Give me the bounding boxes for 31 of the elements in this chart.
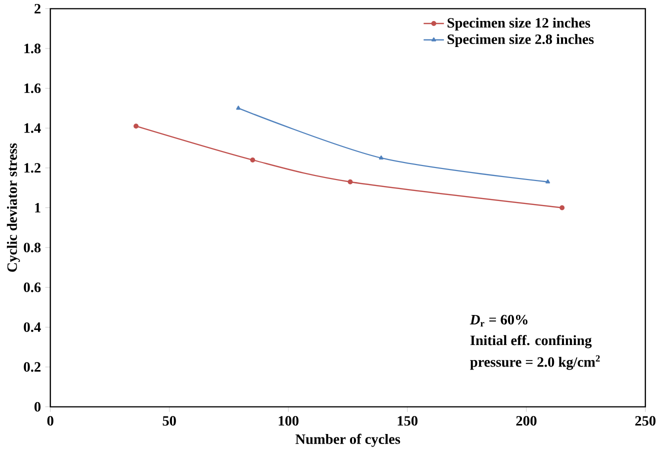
x-tick-label: 250	[635, 416, 656, 426]
y-tick-label: 1.6	[24, 84, 41, 94]
x-tick-label: 50	[162, 416, 176, 426]
y-tick-label: 0.2	[24, 362, 40, 372]
y-tick-label: 1.8	[24, 44, 41, 54]
y-tick-label: 1.2	[24, 163, 40, 173]
point	[236, 106, 241, 110]
point	[348, 179, 353, 184]
x-tick-label: 200	[516, 416, 536, 426]
y-tick-label: 1.4	[24, 123, 41, 133]
point	[560, 205, 565, 210]
x-tick-label: 150	[398, 416, 418, 426]
y-axis-title: Cyclic deviator stress	[6, 143, 20, 272]
point	[378, 156, 384, 160]
x-axis-title: Number of cycles	[296, 434, 400, 447]
y-tick-label: 2	[34, 4, 40, 14]
point	[250, 158, 256, 163]
y-tick-label: 0.8	[24, 242, 41, 252]
annotation: D$_{r}$ = 60%	[470, 314, 528, 327]
y-tick-label: 0.6	[24, 282, 41, 292]
point	[134, 124, 139, 129]
legend-label: Specimen size 2.8 inches	[448, 34, 594, 48]
legend-label: Specimen size 12 inches	[448, 18, 590, 31]
x-tick-label: 0	[47, 416, 54, 426]
point	[546, 179, 550, 184]
y-tick-label: 0.4	[24, 322, 41, 332]
y-tick-label: 0	[34, 402, 41, 412]
annotation: Initial eff. confining	[470, 335, 592, 348]
y-tick-label: 1	[35, 203, 40, 212]
annotation: pressure = 2.0 kg/cm$^{2}$	[470, 355, 600, 370]
x-tick-label: 100	[278, 416, 298, 426]
